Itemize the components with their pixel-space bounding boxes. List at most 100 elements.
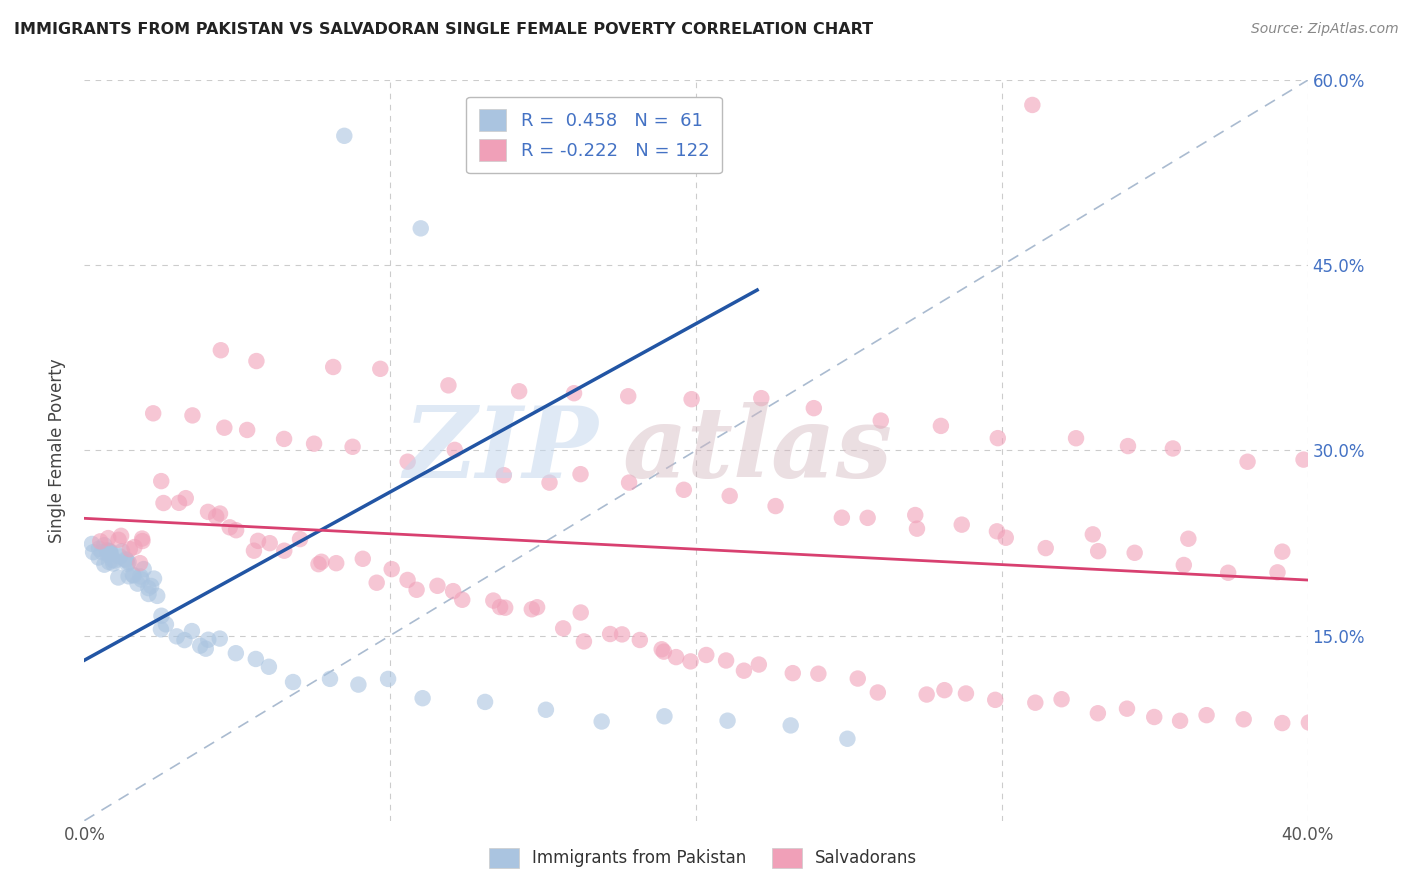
Point <box>866 685 889 699</box>
Point <box>1116 701 1139 715</box>
Point <box>218 520 240 534</box>
Point <box>131 532 153 546</box>
Point <box>101 553 124 567</box>
Point <box>1177 532 1199 546</box>
Point <box>494 600 516 615</box>
Point <box>166 629 188 643</box>
Point <box>665 650 688 665</box>
Point <box>987 431 1010 445</box>
Point <box>117 557 139 571</box>
Point <box>1267 566 1289 580</box>
Point <box>98 544 121 558</box>
Point <box>803 401 825 416</box>
Point <box>1298 715 1320 730</box>
Point <box>333 128 356 143</box>
Point <box>1081 527 1104 541</box>
Point <box>115 552 138 566</box>
Point <box>1271 544 1294 558</box>
Point <box>409 221 432 235</box>
Point <box>352 551 374 566</box>
Point <box>714 653 737 667</box>
Point <box>451 592 474 607</box>
Point <box>117 555 139 569</box>
Point <box>80 537 103 551</box>
Text: IMMIGRANTS FROM PAKISTAN VS SALVADORAN SINGLE FEMALE POVERTY CORRELATION CHART: IMMIGRANTS FROM PAKISTAN VS SALVADORAN S… <box>14 22 873 37</box>
Point <box>87 541 110 556</box>
Point <box>405 582 427 597</box>
Point <box>441 584 464 599</box>
Point <box>281 675 304 690</box>
Point <box>96 547 118 561</box>
Point <box>904 508 927 522</box>
Point <box>108 549 131 564</box>
Point <box>127 576 149 591</box>
Point <box>143 572 166 586</box>
Point <box>89 534 111 549</box>
Point <box>1173 558 1195 572</box>
Point <box>569 467 592 482</box>
Point <box>91 545 114 559</box>
Point <box>149 623 172 637</box>
Point <box>302 436 325 450</box>
Point <box>1116 439 1139 453</box>
Point <box>93 538 115 552</box>
Point <box>174 491 197 505</box>
Point <box>1236 455 1258 469</box>
Point <box>245 652 267 666</box>
Point <box>396 455 419 469</box>
Point <box>180 624 202 638</box>
Point <box>716 714 738 728</box>
Point <box>718 489 741 503</box>
Point <box>869 414 891 428</box>
Point <box>994 531 1017 545</box>
Point <box>651 642 673 657</box>
Point <box>173 633 195 648</box>
Point <box>572 634 595 648</box>
Point <box>1064 431 1087 445</box>
Point <box>368 361 391 376</box>
Text: ZIP: ZIP <box>404 402 598 499</box>
Point <box>508 384 530 399</box>
Point <box>197 505 219 519</box>
Point <box>520 602 543 616</box>
Point <box>1050 692 1073 706</box>
Point <box>1143 710 1166 724</box>
Point <box>214 420 236 434</box>
Point <box>617 475 640 490</box>
Point <box>1168 714 1191 728</box>
Point <box>97 531 120 545</box>
Point <box>748 657 770 672</box>
Point <box>831 510 853 524</box>
Point <box>915 688 938 702</box>
Text: Source: ZipAtlas.com: Source: ZipAtlas.com <box>1251 22 1399 37</box>
Point <box>610 627 633 641</box>
Point <box>628 632 651 647</box>
Point <box>856 511 879 525</box>
Point <box>155 617 177 632</box>
Point <box>142 406 165 420</box>
Point <box>679 654 702 668</box>
Point <box>1123 546 1146 560</box>
Point <box>1292 452 1315 467</box>
Point <box>984 693 1007 707</box>
Point <box>837 731 859 746</box>
Point <box>1087 706 1109 721</box>
Point <box>225 646 247 660</box>
Point <box>107 570 129 584</box>
Point <box>111 544 134 558</box>
Point <box>1195 708 1218 723</box>
Point <box>1024 696 1046 710</box>
Point <box>749 391 772 405</box>
Point <box>247 533 270 548</box>
Point <box>87 550 110 565</box>
Point <box>131 534 153 549</box>
Point <box>100 547 122 561</box>
Point <box>654 709 676 723</box>
Point <box>526 600 548 615</box>
Point <box>1087 544 1109 558</box>
Point <box>412 691 434 706</box>
Point <box>591 714 613 729</box>
Point <box>273 432 295 446</box>
Point <box>96 543 118 558</box>
Point <box>208 632 231 646</box>
